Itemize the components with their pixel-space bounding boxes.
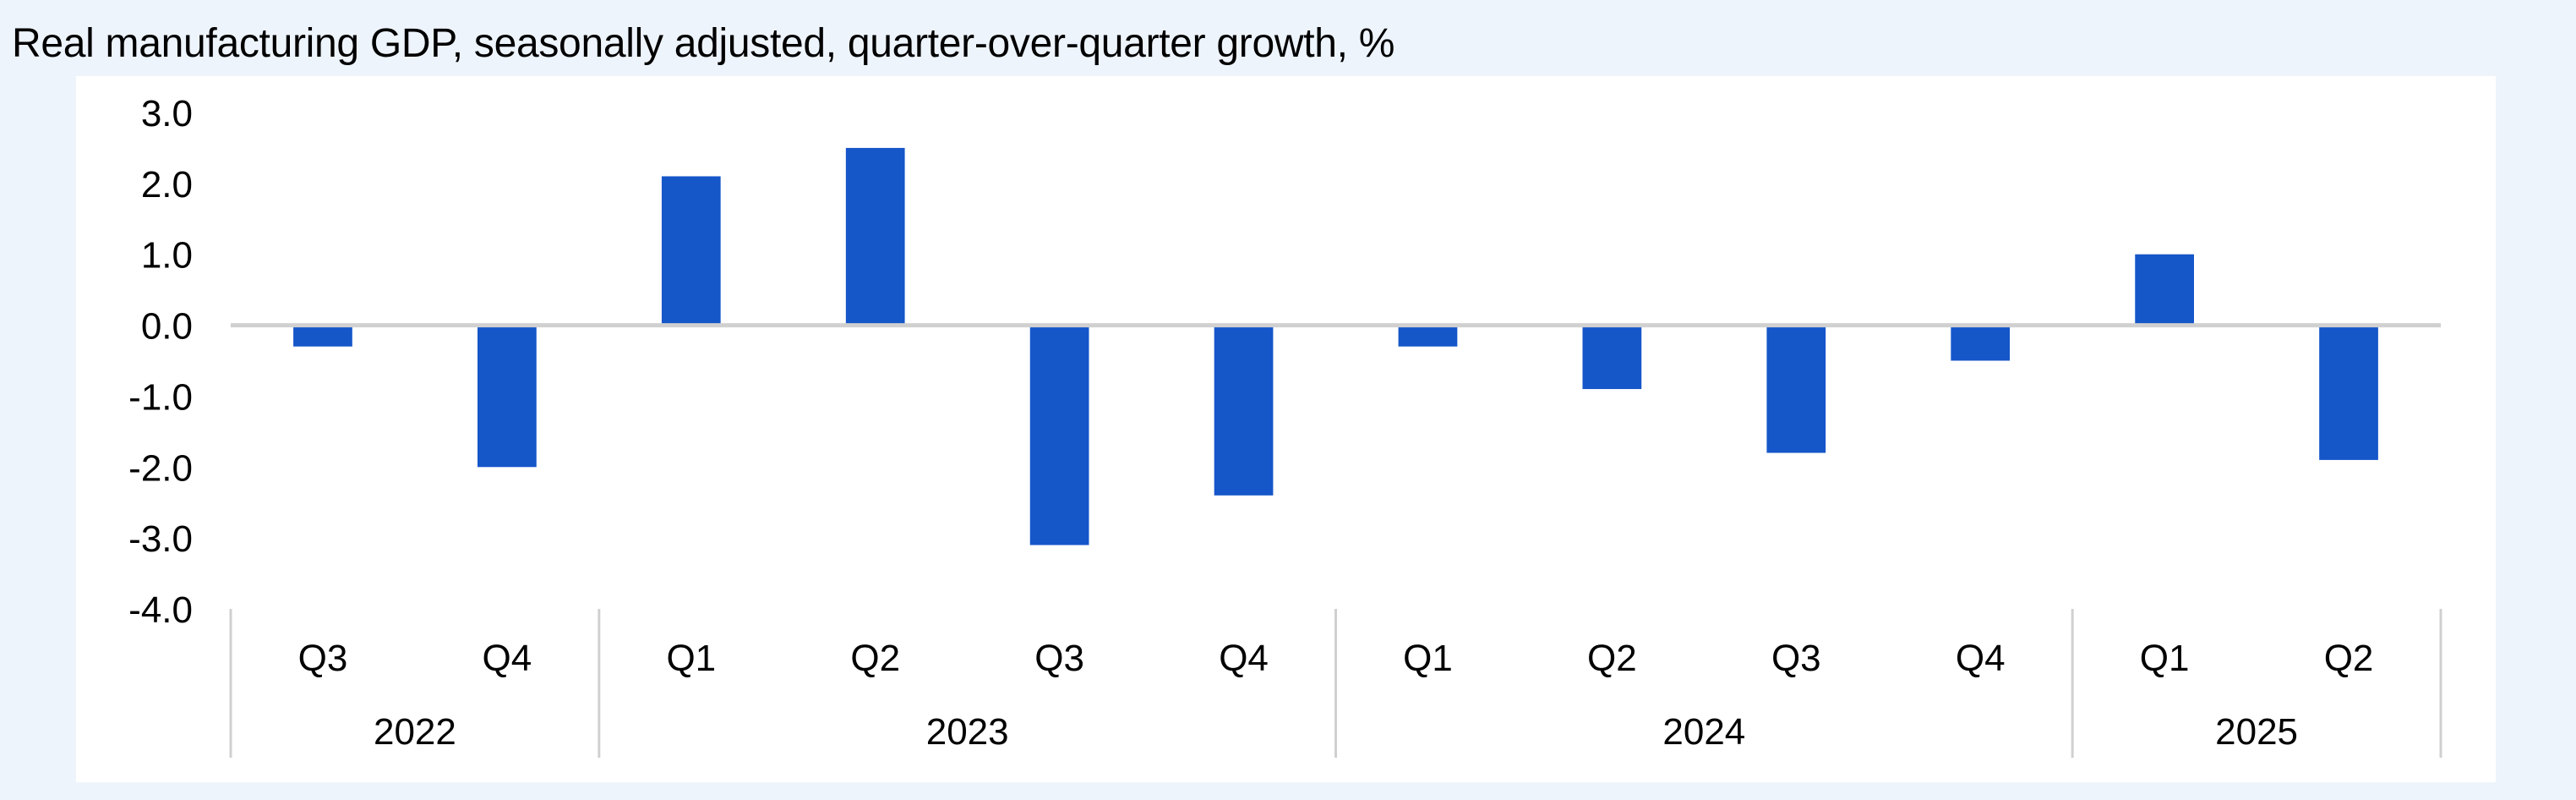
x-axis-groups: 2022 2023 2024 2025 bbox=[229, 609, 2442, 758]
x-axis-categories: Q3 Q4 Q1 Q2 Q3 Q4 Q1 Q2 Q3 Q4 Q1 Q2 bbox=[298, 638, 2374, 679]
x-group-label: 2022 bbox=[374, 711, 456, 753]
bar bbox=[661, 176, 721, 326]
x-tick-label: Q4 bbox=[483, 638, 532, 679]
x-group-label: 2023 bbox=[926, 711, 1009, 753]
x-tick-label: Q2 bbox=[2324, 638, 2374, 679]
bar bbox=[293, 325, 352, 347]
y-tick-label: -4.0 bbox=[128, 589, 193, 631]
y-tick-label: -3.0 bbox=[128, 518, 193, 560]
bar bbox=[1951, 325, 2011, 361]
bar bbox=[2135, 254, 2194, 326]
bar bbox=[1029, 325, 1089, 545]
x-group-label: 2024 bbox=[1662, 711, 1745, 753]
bar bbox=[1582, 325, 1642, 390]
x-tick-label: Q1 bbox=[666, 638, 716, 679]
y-tick-label: -2.0 bbox=[128, 447, 193, 489]
bar bbox=[478, 325, 537, 468]
y-tick-label: -1.0 bbox=[128, 376, 193, 418]
bar bbox=[1766, 325, 1826, 453]
x-tick-label: Q3 bbox=[1771, 638, 1821, 679]
y-tick-label: 1.0 bbox=[141, 235, 193, 277]
x-tick-label: Q3 bbox=[298, 638, 348, 679]
x-group-label: 2025 bbox=[2215, 711, 2298, 753]
bars bbox=[293, 147, 2378, 545]
bar bbox=[2319, 325, 2378, 460]
bar bbox=[1398, 325, 1458, 347]
y-axis-ticks: 3.0 2.0 1.0 0.0 -1.0 -2.0 -3.0 -4.0 bbox=[128, 93, 193, 631]
x-tick-label: Q4 bbox=[1956, 638, 2006, 679]
bar bbox=[1214, 325, 1274, 496]
x-tick-label: Q4 bbox=[1219, 638, 1269, 679]
x-tick-label: Q3 bbox=[1034, 638, 1084, 679]
y-tick-label: 0.0 bbox=[141, 306, 193, 348]
x-tick-label: Q2 bbox=[850, 638, 900, 679]
chart-title: Real manufacturing GDP, seasonally adjus… bbox=[12, 21, 1395, 66]
bar bbox=[845, 147, 905, 326]
y-tick-label: 3.0 bbox=[141, 93, 193, 134]
y-tick-label: 2.0 bbox=[141, 164, 193, 205]
x-tick-label: Q1 bbox=[2140, 638, 2190, 679]
x-tick-label: Q2 bbox=[1587, 638, 1637, 679]
x-tick-label: Q1 bbox=[1403, 638, 1453, 679]
